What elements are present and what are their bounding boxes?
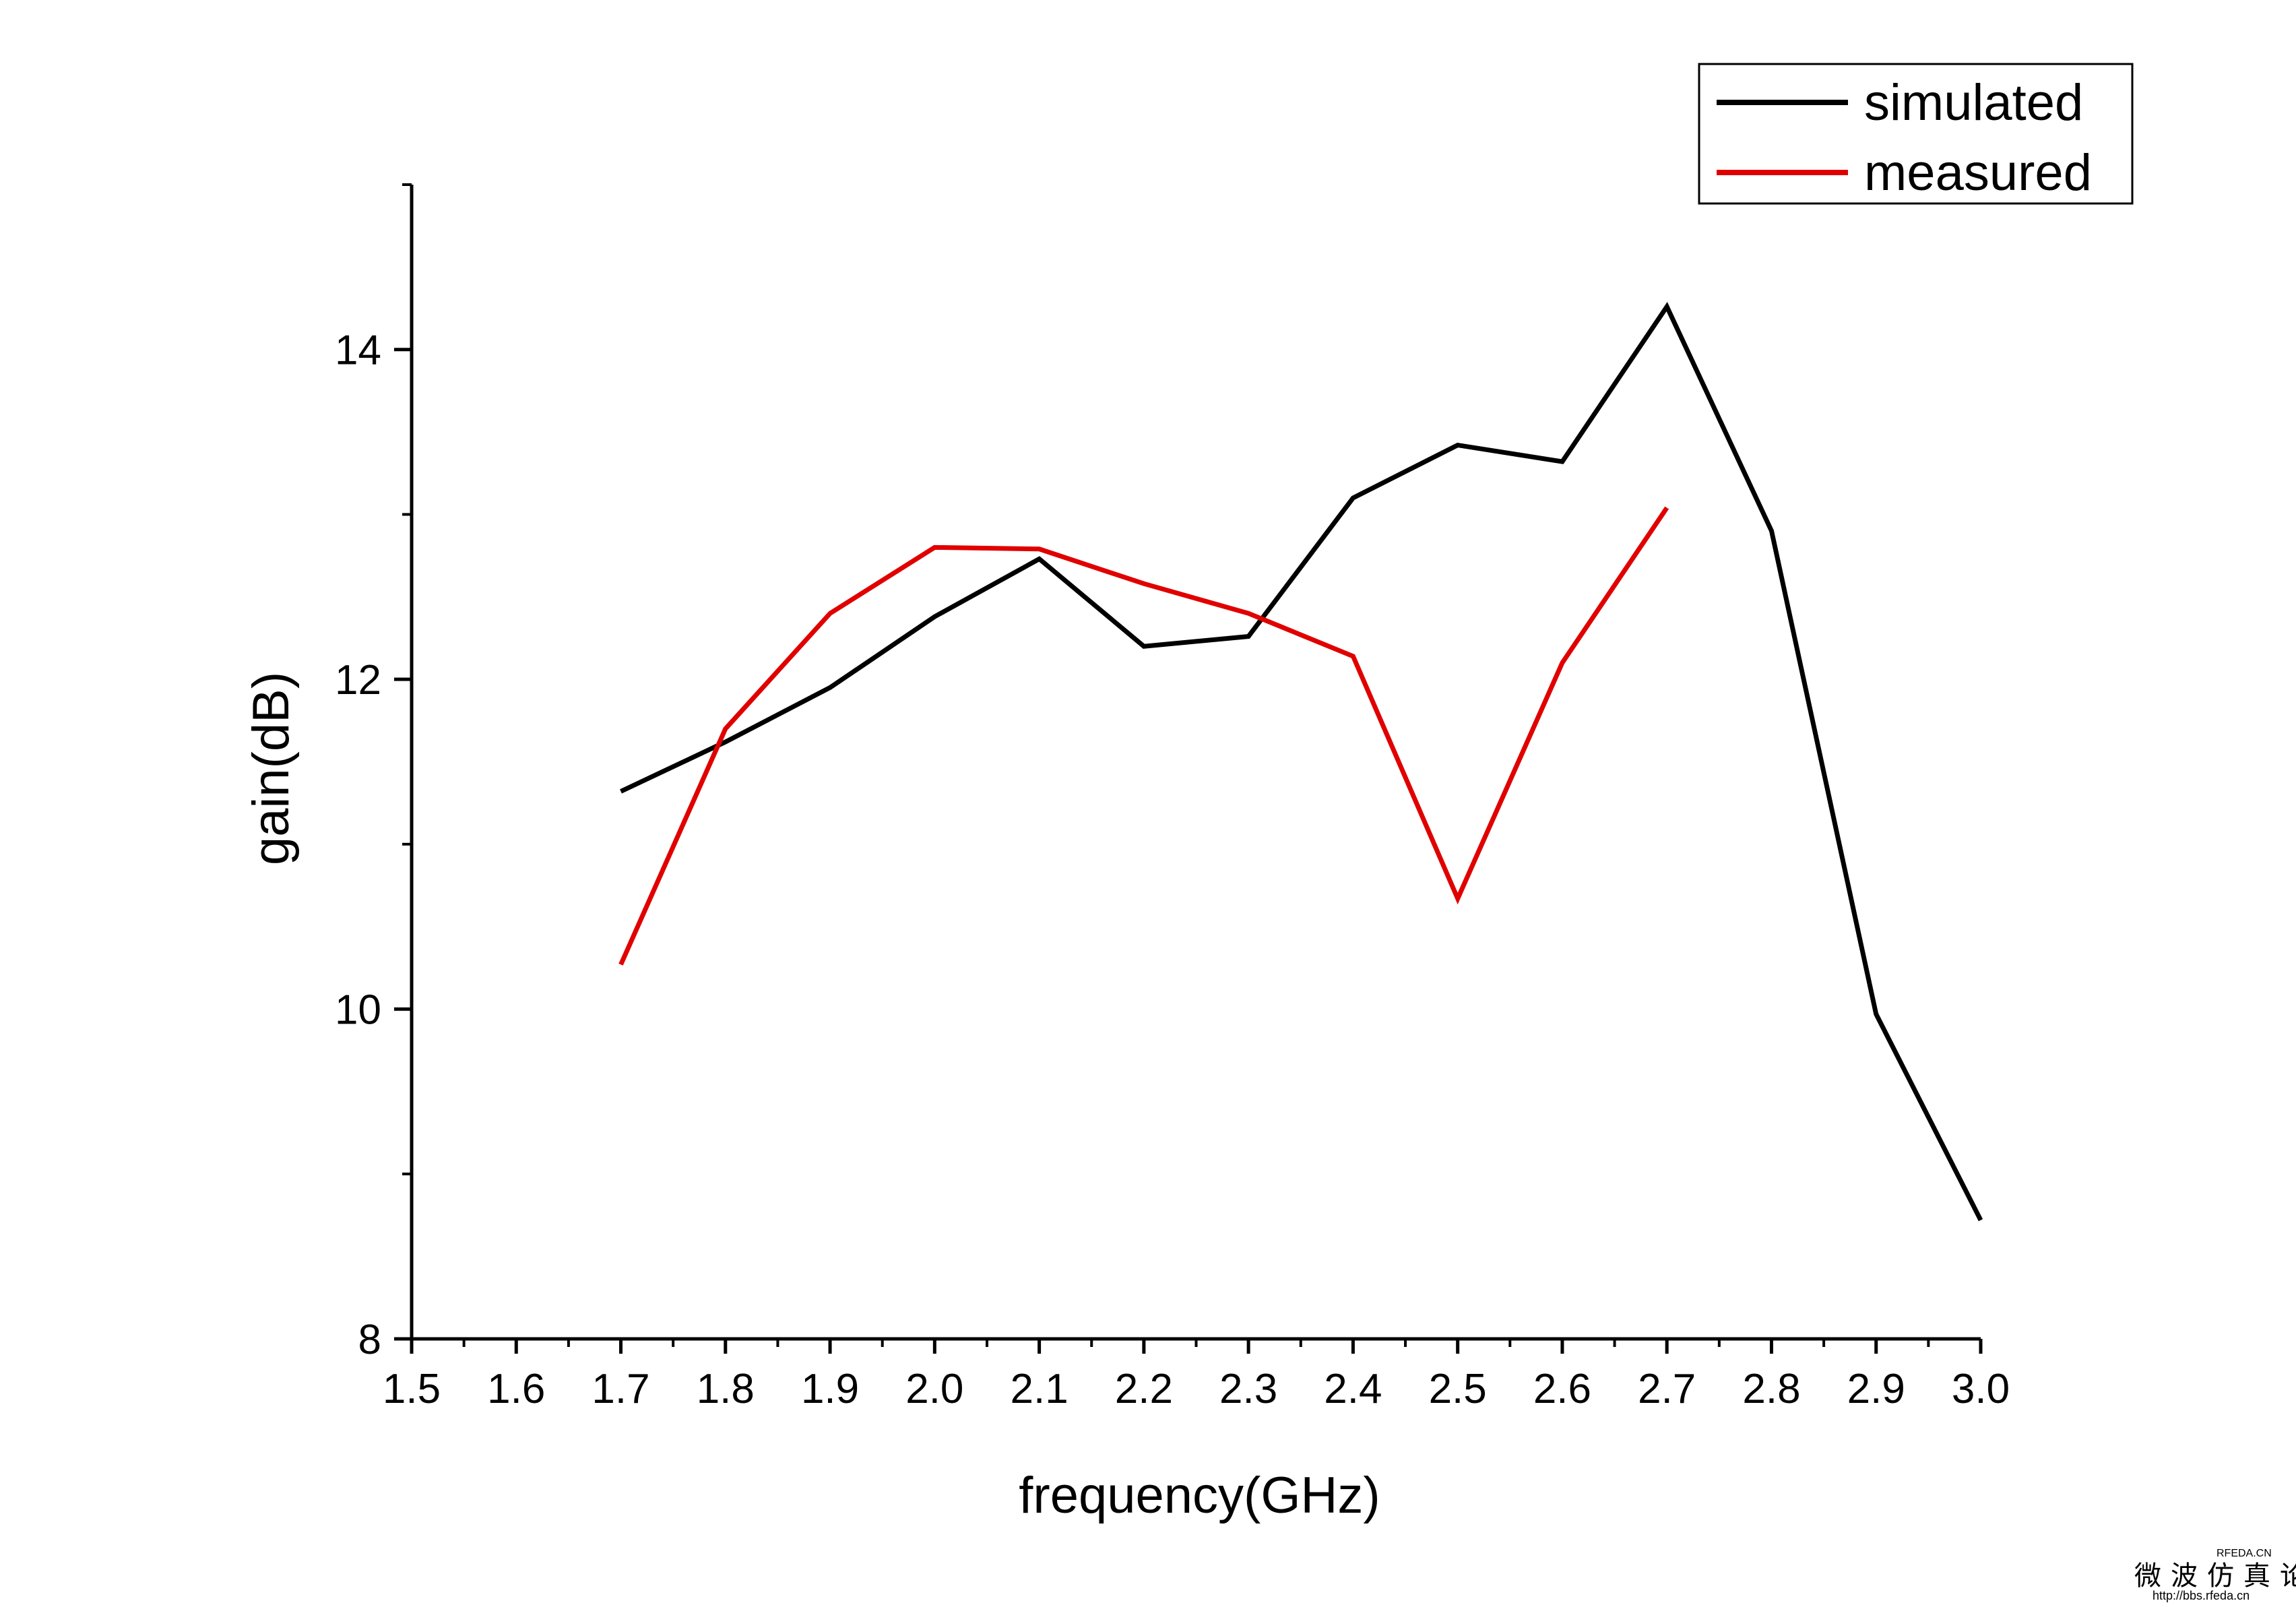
x-axis-ticks: 1.5 1.6 1.7 1.8 1.9 2.0 2.1 2.2 2.3 2.4 2.5 2.6 2.7 2… (383, 1339, 2010, 1412)
x-tick-label: 2.9 (1847, 1366, 1905, 1412)
data-point-simulated (1455, 443, 1461, 448)
y-tick-label: 10 (335, 987, 381, 1034)
data-point-simulated (1874, 1011, 1879, 1017)
data-point-simulated (1246, 634, 1251, 639)
legend-label-measured: measured (1864, 144, 2092, 201)
watermark: RFEDA.CN 微波仿真论坛 http://bbs.rfeda.cn (2134, 1548, 2296, 1602)
watermark-title: 微波仿真论坛 (2134, 1561, 2296, 1591)
x-tick-label: 2.4 (1324, 1366, 1382, 1412)
legend: simulated measured (1698, 63, 2134, 205)
data-point-simulated (1037, 557, 1042, 562)
watermark-url: http://bbs.rfeda.cn (2152, 1589, 2250, 1602)
x-tick-label: 2.6 (1533, 1366, 1591, 1412)
data-point-measured (1141, 581, 1147, 586)
data-point-simulated (1978, 1218, 1983, 1223)
x-tick-label: 2.8 (1742, 1366, 1800, 1412)
data-point-simulated (1664, 304, 1669, 309)
data-point-measured (1037, 546, 1042, 552)
legend-label-simulated: simulated (1864, 74, 2083, 131)
data-point-simulated (1768, 528, 1774, 534)
y-tick-label: 8 (358, 1317, 381, 1363)
data-point-simulated (932, 614, 937, 619)
y-axis-title: gain(dB) (243, 672, 300, 865)
x-tick-label: 2.3 (1219, 1366, 1277, 1412)
data-point-simulated (618, 789, 624, 794)
watermark-badge: RFEDA.CN (2217, 1548, 2272, 1559)
x-tick-label: 2.0 (905, 1366, 963, 1412)
data-point-simulated (1350, 495, 1356, 501)
data-point-measured (932, 544, 937, 550)
x-tick-label: 1.9 (801, 1366, 859, 1412)
data-point-measured (1246, 610, 1251, 616)
x-tick-label: 1.7 (592, 1366, 649, 1412)
y-tick-label: 14 (335, 327, 381, 374)
x-tick-label: 2.2 (1115, 1366, 1173, 1412)
data-point-measured (723, 726, 728, 732)
data-point-measured (1560, 660, 1565, 666)
data-point-simulated (723, 739, 728, 745)
legend-box (1698, 63, 2134, 205)
x-tick-label: 1.8 (697, 1366, 755, 1412)
data-point-measured (1455, 896, 1461, 902)
data-point-simulated (1141, 643, 1147, 649)
data-point-measured (1664, 505, 1669, 511)
y-tick-label: 12 (335, 657, 381, 703)
data-point-simulated (1560, 459, 1565, 464)
series-line-measured (618, 506, 1669, 966)
x-axis-title: frequency(GHz) (1019, 1467, 1380, 1524)
x-tick-label: 2.7 (1638, 1366, 1696, 1412)
x-tick-label: 1.6 (487, 1366, 545, 1412)
data-point-measured (1350, 654, 1356, 659)
x-tick-label: 2.1 (1010, 1366, 1068, 1412)
data-point-measured (827, 610, 833, 616)
x-tick-label: 3.0 (1952, 1366, 2010, 1412)
x-tick-label: 1.5 (383, 1366, 441, 1412)
data-point-simulated (827, 685, 833, 690)
data-point-measured (618, 962, 624, 967)
y-axis-ticks: 8 10 12 14 (335, 183, 412, 1363)
series-line-simulated (620, 302, 1983, 1222)
series-layer (618, 302, 1983, 1223)
x-tick-label: 2.5 (1429, 1366, 1487, 1412)
